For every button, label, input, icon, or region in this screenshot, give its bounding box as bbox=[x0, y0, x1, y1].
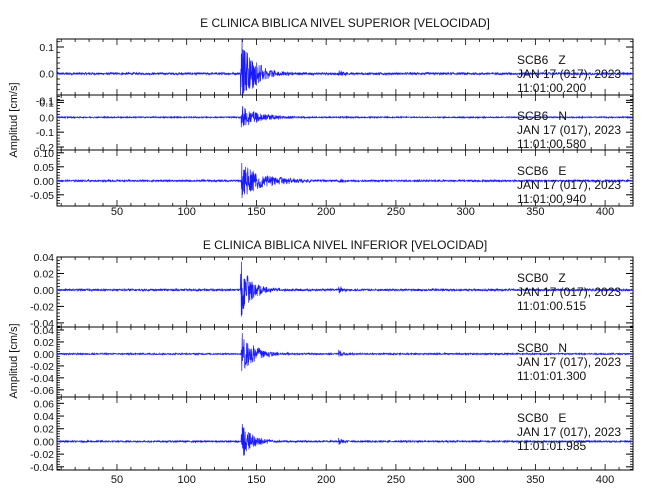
waveform-trace bbox=[57, 39, 633, 95]
y-tick-label: 0.06 bbox=[34, 398, 55, 410]
y-tick-label: -0.1 bbox=[36, 127, 54, 139]
x-tick-label: 150 bbox=[247, 474, 265, 486]
date-label: JAN 17 (017), 2023 bbox=[517, 67, 621, 81]
y-tick-label: -0.06 bbox=[30, 385, 54, 397]
y-tick-label: -0.2 bbox=[36, 142, 54, 154]
station-label: SCB0 N bbox=[517, 341, 567, 355]
y-tick-label: 0.02 bbox=[34, 268, 55, 280]
y-tick-label: 0.1 bbox=[39, 97, 54, 109]
x-tick-label: 150 bbox=[247, 206, 265, 218]
y-tick-label: 0.00 bbox=[34, 436, 55, 448]
waveform-trace bbox=[57, 162, 633, 199]
chart-title: E CLINICA BIBLICA NIVEL SUPERIOR [VELOCI… bbox=[200, 16, 490, 30]
y-tick-label: -0.1 bbox=[36, 95, 54, 107]
y-tick-label: 0.0 bbox=[39, 69, 54, 81]
station-label: SCB0 Z bbox=[517, 271, 566, 285]
x-tick-label: 300 bbox=[456, 206, 474, 218]
x-tick-label: 250 bbox=[387, 474, 405, 486]
waveform-trace bbox=[57, 423, 633, 456]
date-label: JAN 17 (017), 2023 bbox=[517, 178, 621, 192]
y-axis-label: Amplitud [cm/s] bbox=[8, 82, 20, 157]
y-tick-label: 0.00 bbox=[34, 349, 55, 361]
y-tick-label: -0.04 bbox=[30, 318, 54, 330]
time-label: 11:01:01.300 bbox=[517, 369, 587, 383]
y-tick-label: 0.0 bbox=[39, 112, 54, 124]
date-label: JAN 17 (017), 2023 bbox=[517, 285, 621, 299]
waveform-trace bbox=[57, 261, 633, 317]
date-label: JAN 17 (017), 2023 bbox=[517, 123, 621, 137]
x-tick-label: 50 bbox=[111, 206, 123, 218]
y-tick-label: 0.02 bbox=[34, 424, 55, 436]
x-tick-label: 50 bbox=[111, 474, 123, 486]
date-label: JAN 17 (017), 2023 bbox=[517, 425, 621, 439]
date-label: JAN 17 (017), 2023 bbox=[517, 355, 621, 369]
chart-title: E CLINICA BIBLICA NIVEL INFERIOR [VELOCI… bbox=[203, 238, 487, 252]
y-tick-label: 0.1 bbox=[39, 42, 54, 54]
y-tick-label: 0.04 bbox=[34, 252, 55, 264]
y-tick-label: 0.04 bbox=[34, 325, 55, 337]
x-tick-label: 100 bbox=[178, 474, 196, 486]
y-tick-label: -0.02 bbox=[30, 301, 54, 313]
station-label: SCB6 Z bbox=[517, 53, 566, 67]
x-tick-label: 400 bbox=[596, 474, 614, 486]
y-tick-label: 0.04 bbox=[34, 411, 55, 423]
station-label: SCB6 N bbox=[517, 109, 567, 123]
x-tick-label: 100 bbox=[178, 206, 196, 218]
y-tick-label: 0.02 bbox=[34, 337, 55, 349]
x-tick-label: 350 bbox=[526, 206, 544, 218]
y-axis-label: Amplitud [cm/s] bbox=[8, 323, 20, 398]
waveform-trace bbox=[57, 106, 633, 128]
y-tick-label: 0.00 bbox=[34, 176, 55, 188]
time-label: 11:01:00.940 bbox=[517, 192, 587, 206]
y-tick-label: -0.04 bbox=[30, 462, 54, 474]
y-tick-label: -0.05 bbox=[30, 190, 54, 202]
y-tick-label: 0.05 bbox=[34, 162, 55, 174]
x-tick-label: 250 bbox=[387, 206, 405, 218]
y-tick-label: -0.02 bbox=[30, 449, 54, 461]
time-label: 11:01:00.580 bbox=[517, 137, 587, 151]
x-tick-label: 400 bbox=[596, 206, 614, 218]
x-tick-label: 300 bbox=[456, 474, 474, 486]
y-tick-label: -0.04 bbox=[30, 373, 54, 385]
y-tick-label: -0.02 bbox=[30, 361, 54, 373]
y-tick-label: 0.10 bbox=[34, 148, 55, 160]
time-label: 11:01:01.985 bbox=[517, 439, 587, 453]
y-tick-label: 0.00 bbox=[34, 285, 55, 297]
x-tick-label: 200 bbox=[317, 474, 335, 486]
station-label: SCB0 E bbox=[517, 411, 566, 425]
x-tick-label: 350 bbox=[526, 474, 544, 486]
x-tick-label: 200 bbox=[317, 206, 335, 218]
station-label: SCB6 E bbox=[517, 164, 566, 178]
time-label: 11:01:00.200 bbox=[517, 81, 587, 95]
time-label: 11:01:00.515 bbox=[517, 299, 587, 313]
waveform-trace bbox=[57, 333, 633, 372]
